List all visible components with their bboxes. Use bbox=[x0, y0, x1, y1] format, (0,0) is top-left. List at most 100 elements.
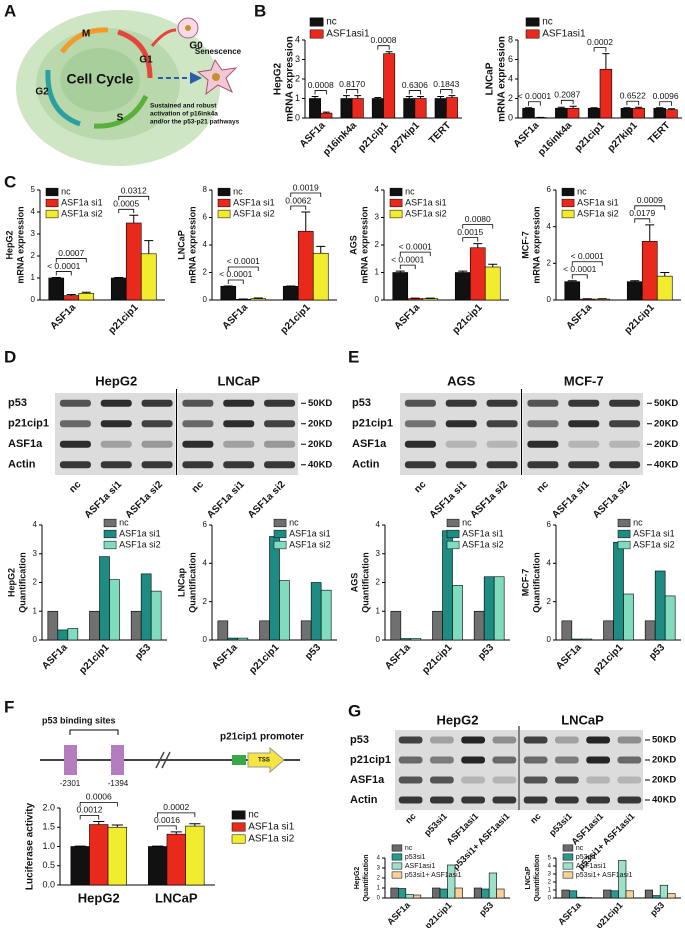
bar bbox=[484, 266, 501, 301]
bar bbox=[320, 112, 333, 119]
blot-band bbox=[486, 440, 518, 448]
p-value: 0.0005 bbox=[113, 199, 139, 209]
x-tick-label: p27kip1 bbox=[606, 120, 640, 154]
legend-swatch bbox=[446, 518, 460, 528]
bar bbox=[587, 107, 601, 119]
legend-swatch bbox=[617, 518, 631, 528]
size-marker: 20KD bbox=[654, 418, 678, 429]
bar bbox=[70, 846, 90, 886]
bar bbox=[641, 241, 658, 301]
legend-label: ASF1a si1 bbox=[119, 528, 161, 538]
y-tick-label: 4 bbox=[376, 520, 381, 529]
lane-label: ASF1a si1 bbox=[83, 479, 125, 521]
bar bbox=[434, 98, 447, 119]
bar bbox=[107, 826, 127, 886]
bar bbox=[217, 620, 229, 641]
significance-bracket bbox=[290, 192, 322, 197]
legend-label: ASF1asi1 bbox=[576, 863, 606, 870]
blot-band bbox=[404, 399, 436, 407]
protein-label: ASF1a bbox=[352, 438, 387, 450]
legend-swatch bbox=[309, 17, 324, 27]
size-marker: 50KD bbox=[308, 398, 332, 409]
y-axis-label: MCF-7 bbox=[520, 569, 530, 597]
blot-band bbox=[609, 399, 641, 407]
bar bbox=[599, 68, 613, 119]
bar bbox=[454, 272, 471, 301]
cell-line-header: HepG2 bbox=[95, 373, 137, 388]
y-tick-label: 1 bbox=[375, 268, 380, 277]
blot-band bbox=[523, 776, 548, 784]
panel-label: G bbox=[348, 701, 361, 720]
bar bbox=[473, 887, 482, 899]
phase-label: S bbox=[117, 113, 124, 124]
panel-label: B bbox=[254, 1, 266, 20]
legend-label: nc bbox=[248, 810, 259, 821]
blot-band bbox=[445, 461, 477, 469]
blot-band bbox=[182, 461, 214, 469]
legend-swatch bbox=[562, 853, 574, 861]
legend-label: ASF1a si2 bbox=[119, 539, 161, 549]
y-tick-label: 1 bbox=[376, 606, 381, 615]
y-axis-label: mRNA expression bbox=[15, 206, 25, 283]
x-tick-label: p21cip1 bbox=[77, 642, 111, 676]
blot-band bbox=[264, 461, 296, 469]
panel-label: C bbox=[4, 172, 16, 191]
blot-band bbox=[404, 420, 436, 428]
bar bbox=[432, 887, 441, 899]
legend-swatch bbox=[231, 810, 246, 820]
blot-band bbox=[568, 420, 600, 428]
y-tick-label: 4 bbox=[375, 185, 380, 194]
protein-label: Actin bbox=[8, 459, 36, 471]
x-tick-label: ASF1a bbox=[556, 899, 584, 927]
blot-band bbox=[461, 756, 485, 764]
legend-swatch bbox=[389, 198, 403, 208]
bar bbox=[403, 98, 416, 119]
x-tick-label: p53 bbox=[303, 642, 323, 662]
arc-g1 bbox=[117, 29, 153, 79]
p-value: 0.0096 bbox=[653, 91, 679, 101]
error-bar bbox=[567, 280, 577, 282]
y-tick-label: 0 bbox=[295, 112, 300, 122]
significance-bracket bbox=[593, 47, 607, 52]
legend-label: nc bbox=[633, 517, 643, 527]
legend-swatch bbox=[561, 209, 575, 219]
blot-band bbox=[141, 420, 173, 428]
bar bbox=[473, 610, 485, 641]
y-tick-label: 0 bbox=[31, 295, 36, 304]
legend-label: nc bbox=[326, 17, 337, 28]
blot-band bbox=[430, 776, 454, 784]
bar bbox=[488, 872, 497, 899]
bar bbox=[392, 272, 409, 301]
protein-label: p53 bbox=[352, 397, 371, 409]
x-tick-label: ASF1a bbox=[210, 642, 240, 672]
y-tick-label: 3 bbox=[31, 229, 36, 238]
y-axis-label: Quantification bbox=[187, 552, 197, 613]
bar bbox=[422, 298, 439, 301]
y-tick-label: 2 bbox=[548, 880, 552, 886]
panel-label: F bbox=[4, 697, 14, 716]
blot-band bbox=[445, 420, 477, 428]
p-value: 0.0007 bbox=[58, 248, 84, 258]
blot-band bbox=[609, 440, 641, 448]
significance-bracket bbox=[462, 237, 479, 242]
bar bbox=[300, 620, 312, 641]
protein-label: p53 bbox=[8, 397, 27, 409]
bar bbox=[610, 890, 619, 899]
cell-line-header: LNCaP bbox=[217, 373, 260, 388]
legend-swatch bbox=[45, 187, 59, 197]
bar bbox=[581, 638, 593, 641]
y-tick-label: 2 bbox=[547, 597, 552, 606]
legend-label: nc bbox=[405, 845, 413, 852]
bar bbox=[185, 825, 205, 886]
y-tick-label: 2 bbox=[33, 578, 38, 587]
bar bbox=[667, 893, 676, 899]
bar bbox=[452, 585, 463, 641]
p-value: 0.6522 bbox=[620, 91, 646, 101]
bar bbox=[390, 610, 402, 641]
legend-swatch bbox=[45, 209, 59, 219]
legend-label: ASF1a si2 bbox=[233, 208, 275, 218]
blot-band bbox=[555, 796, 579, 804]
bar bbox=[569, 890, 578, 899]
bar bbox=[259, 620, 270, 641]
blot-band bbox=[398, 756, 423, 764]
